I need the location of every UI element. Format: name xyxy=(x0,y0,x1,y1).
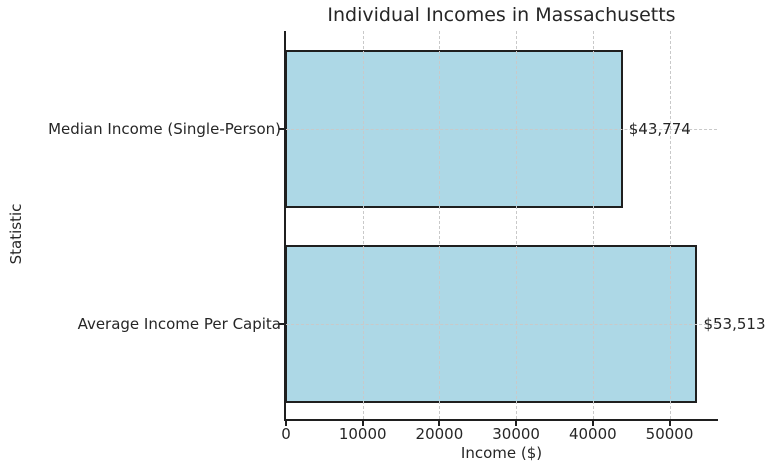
x-axis-label: Income ($) xyxy=(460,444,543,462)
x-tick-mark xyxy=(361,421,364,426)
x-tick-label: 20000 xyxy=(415,425,464,443)
x-tick-mark xyxy=(668,421,671,426)
y-axis-spine xyxy=(284,31,286,421)
gridline-vertical xyxy=(439,31,441,419)
x-tick-mark xyxy=(285,421,287,426)
x-tick-mark xyxy=(438,421,441,426)
y-tick-label: Average Income Per Capita xyxy=(77,314,281,333)
x-tick-label: 30000 xyxy=(492,425,540,443)
gridline-vertical xyxy=(592,31,594,419)
x-tick-label: 50000 xyxy=(645,425,694,443)
x-tick-mark xyxy=(591,421,594,426)
y-tick-mark xyxy=(279,127,285,130)
gridline-horizontal xyxy=(286,323,717,325)
value-label: $53,513 xyxy=(703,314,766,333)
y-axis-label: Statistic xyxy=(7,203,25,265)
x-axis-spine xyxy=(284,419,718,421)
y-tick-label: Median Income (Single-Person) xyxy=(48,119,281,138)
gridline-vertical xyxy=(362,31,364,419)
chart-title: Individual Incomes in Massachusetts xyxy=(327,4,676,26)
x-tick-mark xyxy=(515,421,518,426)
x-tick-label: 10000 xyxy=(338,425,387,443)
gridline-horizontal xyxy=(286,128,717,130)
x-tick-label: 0 xyxy=(281,425,291,443)
gridline-vertical xyxy=(516,31,518,419)
x-tick-label: 40000 xyxy=(568,425,617,443)
value-label: $43,774 xyxy=(628,119,691,138)
gridline-vertical xyxy=(669,31,671,419)
y-tick-mark xyxy=(279,322,285,325)
